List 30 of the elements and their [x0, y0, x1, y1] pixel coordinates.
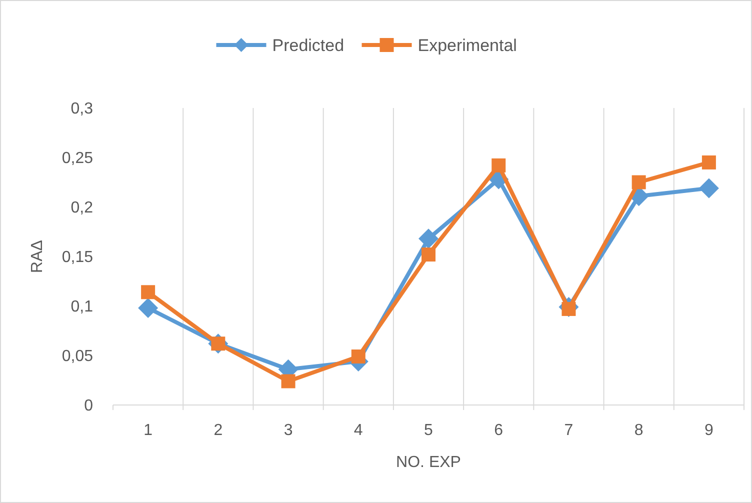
point: [418, 228, 438, 249]
legend-label: Experimental: [418, 36, 517, 55]
point: [281, 374, 296, 388]
legend-label: Predicted: [272, 36, 344, 55]
y-tick-label: 0,05: [62, 348, 94, 366]
y-tick-label: 0,2: [70, 200, 94, 217]
y-tick-label: 0,1: [70, 298, 94, 316]
x-tick-label: 8: [634, 422, 644, 439]
x-tick-label: 4: [354, 422, 363, 439]
point: [492, 158, 506, 172]
x-tick-label: 1: [144, 422, 153, 439]
point: [138, 298, 158, 318]
point: [698, 178, 719, 198]
y-tick-label: 0,15: [62, 249, 94, 266]
y-tick-label: 0: [84, 398, 94, 415]
x-tick-label: 6: [494, 422, 504, 439]
point: [422, 248, 436, 262]
x-tick-label: 2: [214, 422, 223, 439]
point: [702, 155, 716, 170]
x-tick-label: 9: [704, 422, 714, 439]
x-tick-label: 3: [284, 422, 293, 439]
y-tick-label: 0,3: [70, 100, 94, 118]
x-tick-label: 7: [564, 422, 574, 439]
x-tick-label: 5: [424, 422, 434, 439]
x-axis-title: NO. EXP: [396, 454, 461, 471]
point: [351, 349, 366, 364]
y-tick-label: 0,25: [62, 150, 94, 168]
y-axis-title: RAΔ: [29, 240, 46, 273]
point: [632, 175, 646, 190]
point: [141, 285, 156, 300]
